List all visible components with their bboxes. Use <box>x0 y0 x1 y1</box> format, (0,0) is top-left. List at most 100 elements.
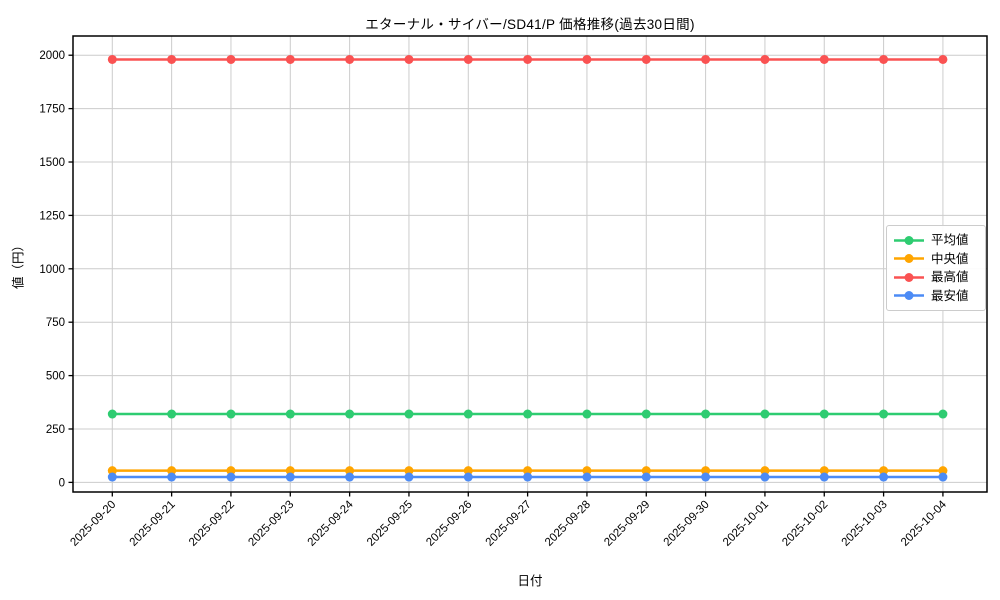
series-marker-median <box>760 466 770 476</box>
x-tick-label: 2025-09-30 <box>662 499 712 549</box>
x-tick-label: 2025-09-25 <box>365 499 415 549</box>
series-marker-max <box>701 54 711 64</box>
series-marker-avg <box>107 409 117 419</box>
series-marker-median <box>582 466 592 476</box>
x-axis-label: 日付 <box>517 574 543 588</box>
series-marker-median <box>641 466 651 476</box>
series-marker-median <box>879 466 889 476</box>
legend-label-min: 最安値 <box>931 288 969 303</box>
series-marker-min <box>345 472 355 482</box>
series-marker-median <box>345 466 355 476</box>
x-tick-label: 2025-10-01 <box>721 499 771 549</box>
series-marker-max <box>285 54 295 64</box>
legend-label-median: 中央値 <box>931 251 969 266</box>
y-tick-label: 1250 <box>39 210 65 222</box>
x-tick-label: 2025-09-26 <box>424 499 474 549</box>
legend-item-avg: 平均値 <box>894 231 978 250</box>
series-marker-min <box>523 472 533 482</box>
series-marker-min <box>404 472 414 482</box>
series-marker-min <box>226 472 236 482</box>
series-marker-avg <box>523 409 533 419</box>
series-marker-max <box>938 54 948 64</box>
series-marker-min <box>107 472 117 482</box>
legend-label-max: 最高値 <box>931 270 969 284</box>
y-tick-label: 0 <box>59 477 65 489</box>
series-marker-max <box>226 54 236 64</box>
series-marker-min <box>701 472 711 482</box>
series-marker-max <box>641 54 651 64</box>
series-marker-avg <box>285 409 295 419</box>
series-marker-min <box>167 472 177 482</box>
series-marker-median <box>523 466 533 476</box>
series-marker-avg <box>760 409 770 419</box>
series-marker-avg <box>938 409 948 419</box>
series-marker-min <box>938 472 948 482</box>
x-tick-label: 2025-09-22 <box>187 499 237 549</box>
y-tick-label: 750 <box>46 317 65 329</box>
x-tick-label: 2025-09-28 <box>543 499 593 549</box>
legend-item-min: 最安値 <box>894 287 978 306</box>
series-marker-max <box>819 54 829 64</box>
series-marker-min <box>879 472 889 482</box>
series-marker-avg <box>345 409 355 419</box>
x-tick-label: 2025-09-27 <box>484 499 534 549</box>
series-marker-max <box>345 54 355 64</box>
series-marker-median <box>819 466 829 476</box>
x-tick-label: 2025-09-23 <box>246 499 296 549</box>
series-marker-max <box>582 54 592 64</box>
series-marker-max <box>879 54 889 64</box>
x-tick-label: 2025-09-29 <box>602 499 652 549</box>
x-tick-label: 2025-09-24 <box>306 498 357 549</box>
series-marker-median <box>107 466 117 476</box>
series-marker-median <box>226 466 236 476</box>
legend-label-avg: 平均値 <box>931 233 969 247</box>
chart-title: エターナル・サイバー/SD41/P 価格推移(過去30日間) <box>365 17 695 32</box>
y-tick-label: 1000 <box>39 264 65 276</box>
series-marker-max <box>404 54 414 64</box>
legend-swatch-min <box>894 291 924 301</box>
series-marker-avg <box>819 409 829 419</box>
series-marker-max <box>167 54 177 64</box>
x-tick-label: 2025-10-04 <box>899 498 950 549</box>
y-tick-label: 2000 <box>39 50 65 62</box>
axes-spines <box>72 35 988 493</box>
legend-swatch-max <box>894 272 924 282</box>
series-marker-min <box>582 472 592 482</box>
series-marker-median <box>463 466 473 476</box>
series-marker-avg <box>641 409 651 419</box>
legend: 平均値中央値最高値最安値 <box>886 225 986 311</box>
series-marker-min <box>285 472 295 482</box>
series-marker-avg <box>582 409 592 419</box>
series-marker-avg <box>404 409 414 419</box>
series-marker-min <box>641 472 651 482</box>
y-tick-label: 500 <box>46 371 65 383</box>
series-marker-min <box>463 472 473 482</box>
legend-item-median: 中央値 <box>894 250 978 269</box>
series-marker-median <box>167 466 177 476</box>
series-marker-min <box>760 472 770 482</box>
legend-swatch-avg <box>894 235 924 245</box>
series-marker-avg <box>701 409 711 419</box>
legend-item-max: 最高値 <box>894 268 978 287</box>
series-marker-median <box>701 466 711 476</box>
series-marker-median <box>285 466 295 476</box>
series-marker-max <box>463 54 473 64</box>
x-tick-label: 2025-10-03 <box>840 499 890 549</box>
series-marker-median <box>404 466 414 476</box>
legend-swatch-median <box>894 254 924 264</box>
x-tick-label: 2025-10-02 <box>780 499 830 549</box>
series-marker-avg <box>463 409 473 419</box>
y-tick-label: 1500 <box>39 157 65 169</box>
series-marker-max <box>107 54 117 64</box>
series-marker-max <box>760 54 770 64</box>
series-marker-avg <box>226 409 236 419</box>
series-marker-min <box>819 472 829 482</box>
y-tick-label: 250 <box>46 424 65 436</box>
series-marker-avg <box>167 409 177 419</box>
series-marker-avg <box>879 409 889 419</box>
x-tick-label: 2025-09-21 <box>128 499 178 549</box>
series-marker-max <box>523 54 533 64</box>
x-tick-label: 2025-09-20 <box>68 499 118 549</box>
